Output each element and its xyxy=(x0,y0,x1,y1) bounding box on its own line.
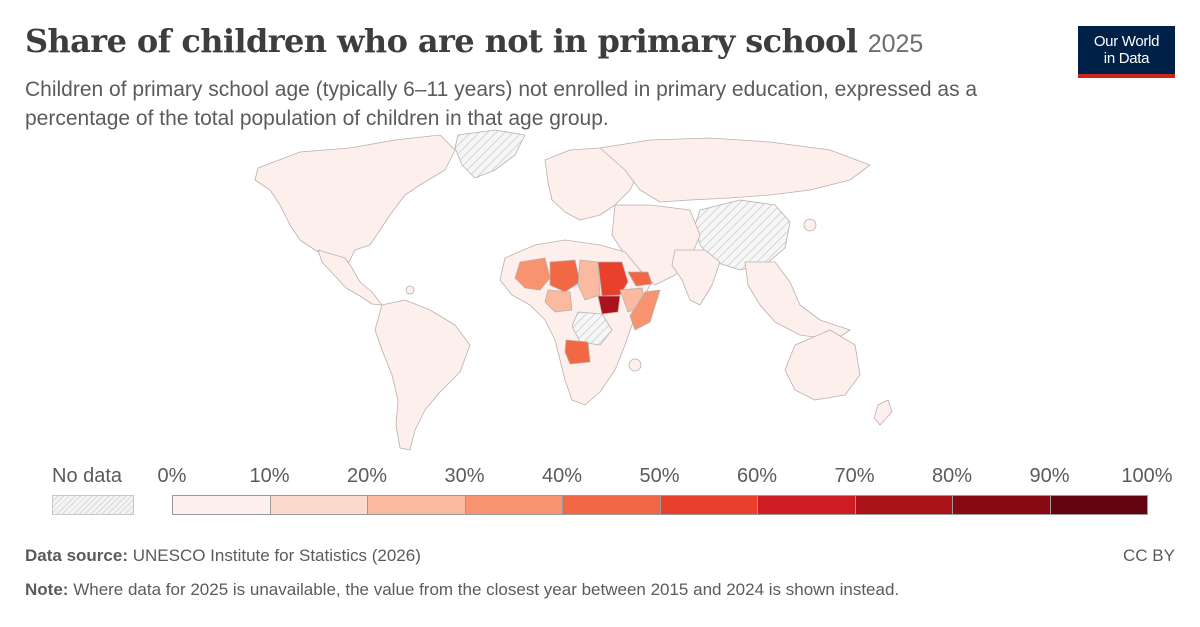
map-niger[interactable] xyxy=(549,259,581,293)
license-link[interactable]: CC BY xyxy=(1123,546,1175,565)
legend-color-bin[interactable] xyxy=(854,495,953,515)
map-se-asia[interactable] xyxy=(744,261,851,341)
legend-color-bin[interactable] xyxy=(269,495,368,515)
chart-title-row: Share of children who are not in primary… xyxy=(25,22,923,60)
legend-no-data-label: No data xyxy=(52,465,123,487)
legend-color-bin[interactable] xyxy=(562,495,661,515)
logo-line-1: Our World xyxy=(1093,33,1160,50)
legend-tick-label: 20% xyxy=(346,465,388,487)
data-source-text[interactable]: UNESCO Institute for Statistics (2026) xyxy=(132,546,421,565)
chart-title: Share of children who are not in primary… xyxy=(25,22,858,60)
logo-line-2: in Data xyxy=(1103,50,1150,67)
legend-color-bin[interactable] xyxy=(367,495,466,515)
note-line: Note: Where data for 2025 is unavailable… xyxy=(25,580,899,600)
data-source-label: Data source: xyxy=(25,546,128,565)
legend-color-bin[interactable] xyxy=(757,495,856,515)
map-north-america[interactable] xyxy=(254,134,456,273)
map-madagascar[interactable] xyxy=(628,358,642,372)
map-dr-congo[interactable] xyxy=(571,311,613,346)
legend-tick-label: 80% xyxy=(931,465,973,487)
map-sudan[interactable] xyxy=(597,261,629,297)
legend-color-bin[interactable] xyxy=(952,495,1051,515)
legend-tick-label: 0% xyxy=(157,465,187,487)
map-south-america[interactable] xyxy=(374,299,471,451)
map-nigeria[interactable] xyxy=(544,289,573,313)
legend-tick-label: 40% xyxy=(541,465,583,487)
map-mexico-central-america[interactable] xyxy=(317,249,383,306)
note-label: Note: xyxy=(25,580,69,599)
map-russia[interactable] xyxy=(599,137,871,203)
map-greenland[interactable] xyxy=(454,129,526,179)
legend-color-bin[interactable] xyxy=(659,495,758,515)
chart-year: 2025 xyxy=(867,30,924,58)
map-somalia[interactable] xyxy=(629,289,661,331)
chart-subtitle: Children of primary school age (typicall… xyxy=(25,78,978,130)
map-india[interactable] xyxy=(671,249,721,306)
owid-logo[interactable]: Our World in Data xyxy=(1078,26,1175,78)
legend-tick-label: 30% xyxy=(444,465,485,487)
map-australia[interactable] xyxy=(784,329,861,401)
legend-tick-label: 70% xyxy=(834,465,875,487)
legend-tick-label: 90% xyxy=(1029,465,1070,487)
map-angola[interactable] xyxy=(564,339,591,365)
legend-color-bin[interactable] xyxy=(1049,495,1148,515)
map-eritrea[interactable] xyxy=(627,271,653,287)
legend-tick-label: 100% xyxy=(1121,465,1173,487)
map-new-zealand[interactable] xyxy=(873,399,893,426)
map-south-sudan[interactable] xyxy=(597,295,621,315)
map-caribbean-islands[interactable] xyxy=(405,285,415,295)
data-source-line: Data source: UNESCO Institute for Statis… xyxy=(25,546,421,566)
legend-color-bin[interactable] xyxy=(464,495,563,515)
note-text: Where data for 2025 is unavailable, the … xyxy=(73,580,900,599)
legend-color-bin[interactable] xyxy=(172,495,271,515)
legend-tick-label: 50% xyxy=(639,465,680,487)
map-chad[interactable] xyxy=(577,259,601,301)
legend-tick-label: 60% xyxy=(736,465,778,487)
legend-no-data-swatch[interactable] xyxy=(52,495,134,515)
map-mali[interactable] xyxy=(514,257,551,291)
map-japan[interactable] xyxy=(803,218,817,232)
legend-tick-label: 10% xyxy=(249,465,290,487)
